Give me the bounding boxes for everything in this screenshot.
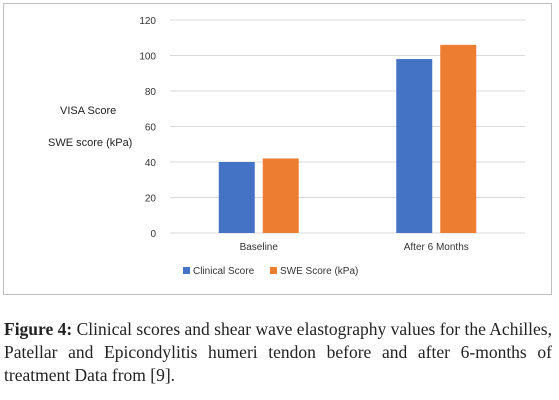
bar-clinical-1 xyxy=(396,59,433,233)
figure-caption: Figure 4: Clinical scores and shear wave… xyxy=(4,318,552,387)
x-tick-label: Baseline xyxy=(240,242,279,253)
legend-label: SWE Score (kPa) xyxy=(280,266,358,277)
legend: Clinical Score SWE Score (kPa) xyxy=(183,266,358,277)
y-tick-label: 60 xyxy=(145,123,157,134)
y-axis-label-line-2: SWE score (kPa) xyxy=(48,137,133,149)
legend-label: Clinical Score xyxy=(193,266,255,277)
bars xyxy=(218,44,477,233)
caption-text: Clinical scores and shear wave elastogra… xyxy=(4,319,552,385)
y-axis-label-line-1: VISA Score xyxy=(60,105,117,117)
y-tick-label: 100 xyxy=(139,52,156,63)
x-tick-labels: Baseline After 6 Months xyxy=(240,242,469,253)
bar-swe-1 xyxy=(440,44,477,233)
y-tick-label: 120 xyxy=(139,16,156,27)
legend-swatch xyxy=(183,267,190,274)
y-tick-label: 80 xyxy=(145,87,157,98)
x-tick-label: After 6 Months xyxy=(404,242,469,253)
bar-swe-0 xyxy=(262,158,299,233)
legend-swatch xyxy=(270,267,277,274)
bar-clinical-0 xyxy=(218,162,255,233)
y-tick-label: 0 xyxy=(150,229,156,240)
y-tick-labels: 0 20 40 60 80 100 120 xyxy=(139,16,156,240)
y-tick-label: 40 xyxy=(145,158,157,169)
bar-chart: 0 20 40 60 80 100 120 Baseline After 6 Months C… xyxy=(139,16,525,277)
caption-label: Figure 4: xyxy=(4,319,73,339)
y-tick-label: 20 xyxy=(145,194,157,205)
